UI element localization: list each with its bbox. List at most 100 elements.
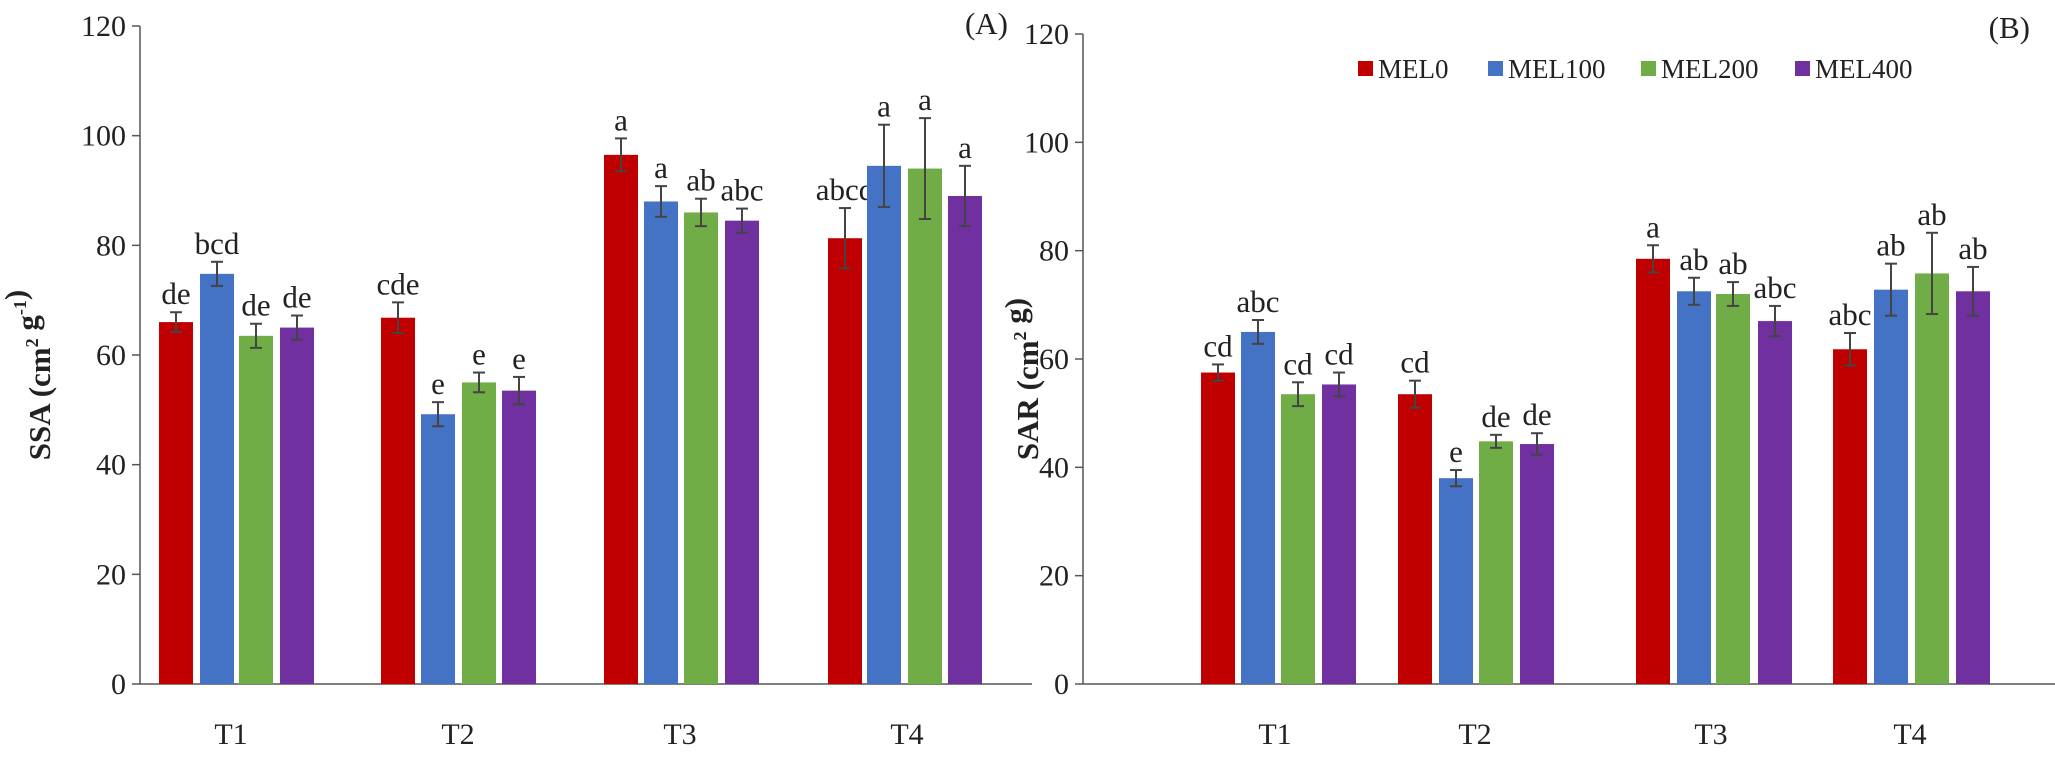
- legend-entry: MEL200: [1661, 54, 1759, 84]
- bar-t2-mel100: [421, 414, 455, 684]
- legend-swatch: [1641, 61, 1656, 76]
- bar-t1-mel0: [1201, 372, 1235, 684]
- category-label-t1: T1: [1258, 718, 1291, 751]
- bar-t1-mel100: [1241, 331, 1275, 684]
- category-label-t4: T4: [890, 718, 923, 751]
- significance-letter: de: [241, 288, 270, 323]
- panel-label: (A): [965, 6, 1008, 41]
- y-tick-label: 40: [1039, 451, 1069, 484]
- significance-letter: ab: [1876, 228, 1905, 263]
- bar-t3-mel0: [1636, 258, 1670, 684]
- significance-letter: e: [431, 366, 445, 401]
- significance-letter: de: [1481, 399, 1510, 434]
- significance-letter: a: [918, 82, 932, 117]
- bar-t1-mel0: [159, 322, 193, 684]
- category-label-t2: T2: [1458, 718, 1491, 751]
- category-label-t3: T3: [1694, 718, 1727, 751]
- significance-letter: ab: [1718, 246, 1747, 281]
- significance-letter: e: [472, 337, 486, 372]
- y-tick-label: 100: [81, 120, 126, 153]
- bar-t4-mel0: [1833, 349, 1867, 684]
- bar-t3-mel100: [1677, 291, 1711, 684]
- bar-t2-mel200: [1479, 441, 1513, 684]
- legend-swatch: [1488, 61, 1503, 76]
- y-tick-label: 80: [1039, 235, 1069, 268]
- y-tick-label: 80: [96, 229, 126, 262]
- bar-t1-mel200: [239, 335, 273, 684]
- bar-t2-mel100: [1439, 478, 1473, 684]
- y-tick-label: 0: [111, 668, 126, 701]
- bar-t4-mel400: [948, 195, 982, 684]
- bar-t4-mel100: [867, 165, 901, 684]
- y-axis-title: SAR (cm2 g): [998, 298, 1045, 460]
- bar-t3-mel200: [1716, 294, 1750, 684]
- bar-t2-mel0: [1398, 394, 1432, 684]
- bar-t2-mel400: [1520, 444, 1554, 684]
- significance-letter: abc: [1236, 284, 1279, 319]
- bar-t1-mel200: [1281, 394, 1315, 684]
- significance-letter: de: [161, 276, 190, 311]
- category-label-t2: T2: [441, 718, 474, 751]
- bar-t4-mel100: [1874, 289, 1908, 684]
- y-tick-label: 0: [1054, 668, 1069, 701]
- bar-t4-mel200: [1915, 273, 1949, 684]
- y-tick-label: 40: [96, 449, 126, 482]
- significance-letter: e: [512, 341, 526, 376]
- significance-letter: ab: [1679, 242, 1708, 277]
- bar-t3-mel200: [684, 212, 718, 684]
- category-label-t1: T1: [214, 718, 247, 751]
- y-tick-label: 20: [1039, 560, 1069, 593]
- bar-t3-mel400: [1758, 321, 1792, 684]
- y-axis-title: SSA (cm2 g-1): [0, 290, 57, 460]
- significance-letter: abc: [1753, 270, 1796, 305]
- significance-letter: ab: [686, 163, 715, 198]
- category-label-t4: T4: [1893, 718, 1926, 751]
- legend-entry: MEL100: [1508, 54, 1606, 84]
- bar-t1-mel400: [1322, 384, 1356, 684]
- bar-t1-mel400: [280, 327, 314, 684]
- category-label-t3: T3: [663, 718, 696, 751]
- significance-letter: cd: [1324, 337, 1354, 372]
- bar-t4-mel0: [828, 238, 862, 684]
- legend-swatch: [1795, 61, 1810, 76]
- bar-t3-mel400: [725, 220, 759, 685]
- y-tick-label: 60: [96, 339, 126, 372]
- significance-letter: de: [1522, 397, 1551, 432]
- bar-t4-mel400: [1956, 291, 1990, 684]
- y-tick-label: 60: [1039, 343, 1069, 376]
- bar-t3-mel100: [644, 201, 678, 684]
- significance-letter: abc: [1828, 297, 1871, 332]
- significance-letter: cd: [1283, 346, 1313, 381]
- bar-t2-mel0: [381, 317, 415, 684]
- bar-t1-mel100: [200, 273, 234, 684]
- bar-t3-mel0: [604, 154, 638, 684]
- bar-t4-mel200: [908, 168, 942, 685]
- bar-t2-mel200: [462, 382, 496, 684]
- significance-letter: cd: [1203, 328, 1233, 363]
- y-tick-label: 120: [1024, 18, 1069, 51]
- significance-letter: a: [958, 130, 972, 165]
- significance-letter: abc: [720, 173, 763, 208]
- significance-letter: ab: [1917, 197, 1946, 232]
- significance-letter: abcd: [816, 172, 875, 207]
- significance-letter: cd: [1400, 345, 1430, 380]
- legend-swatch: [1358, 61, 1373, 76]
- bar-t2-mel400: [502, 390, 536, 684]
- y-tick-label: 120: [81, 10, 126, 43]
- significance-letter: a: [614, 102, 628, 137]
- significance-letter: cde: [376, 266, 419, 301]
- significance-letter: a: [1646, 209, 1660, 244]
- significance-letter: e: [1449, 434, 1463, 469]
- legend-entry: MEL400: [1815, 54, 1913, 84]
- legend-entry: MEL0: [1378, 54, 1449, 84]
- significance-letter: ab: [1958, 231, 1987, 266]
- significance-letter: a: [877, 89, 891, 124]
- significance-letter: de: [282, 280, 311, 315]
- y-tick-label: 100: [1024, 126, 1069, 159]
- panel-label: (B): [1989, 10, 2030, 45]
- significance-letter: a: [654, 150, 668, 185]
- y-tick-label: 20: [96, 558, 126, 591]
